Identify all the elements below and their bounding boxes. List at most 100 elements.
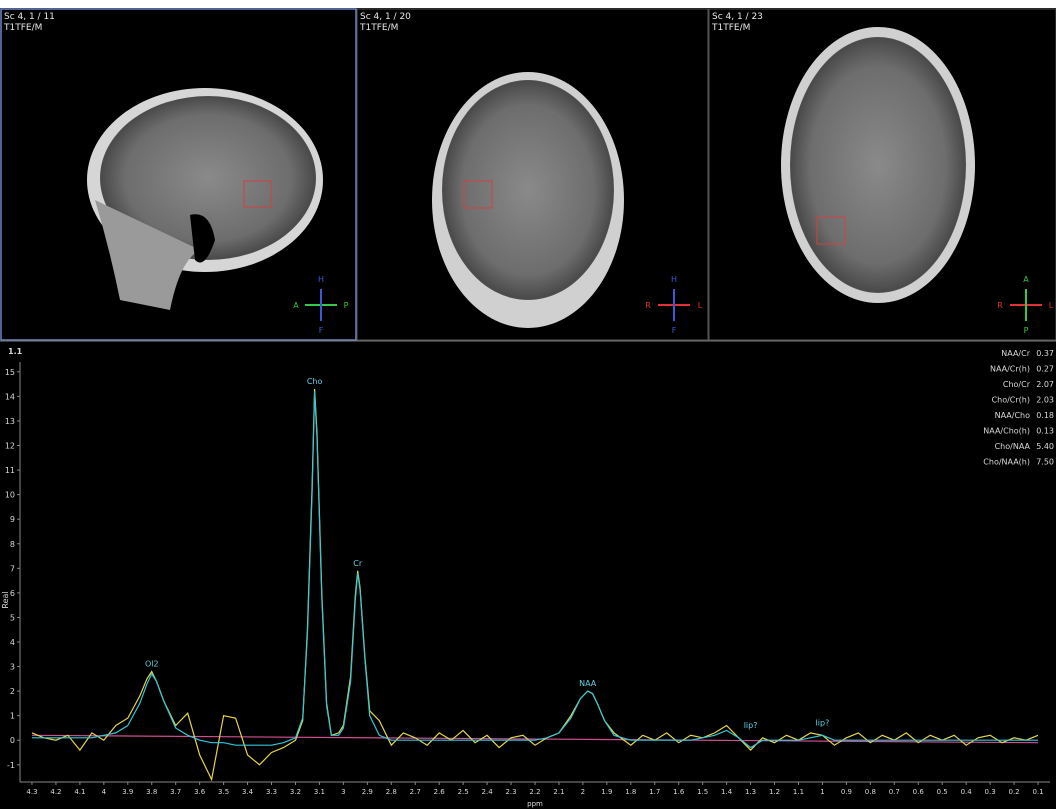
- x-tick-label: 3: [341, 788, 345, 796]
- peak-label: Cho: [307, 377, 323, 386]
- ratio-name: Cho/NAA: [995, 442, 1031, 451]
- y-tick-label: 13: [5, 417, 15, 426]
- x-tick-label: 4.1: [74, 788, 85, 796]
- ratio-value: 0.27: [1036, 365, 1054, 374]
- x-tick-label: 3.5: [218, 788, 229, 796]
- ratio-name: NAA/Cho: [995, 411, 1031, 420]
- x-tick-label: 3.7: [170, 788, 181, 796]
- x-axis-label: ppm: [527, 800, 543, 808]
- ratio-value: 0.37: [1036, 349, 1054, 358]
- x-tick-label: 1.6: [673, 788, 685, 796]
- sequence-label: T1TFE/M: [711, 23, 750, 33]
- y-tick-label: 10: [5, 491, 15, 500]
- sequence-label: T1TFE/M: [359, 23, 398, 33]
- x-tick-label: 0.2: [1008, 788, 1019, 796]
- y-tick-label: 14: [5, 392, 15, 401]
- top-strip: [0, 0, 1056, 8]
- y-tick-label: -1: [7, 761, 15, 770]
- ratio-value: 2.03: [1036, 396, 1054, 405]
- x-tick-label: 2.2: [529, 788, 540, 796]
- ratio-name: Cho/Cr: [1003, 380, 1031, 389]
- x-tick-label: 0.4: [961, 788, 973, 796]
- x-tick-label: 2.7: [410, 788, 421, 796]
- ratio-name: NAA/Cr: [1001, 349, 1030, 358]
- orient-label: P: [344, 301, 349, 310]
- corner-label: 1.1: [8, 347, 23, 356]
- x-tick-label: 3.6: [194, 788, 206, 796]
- viewer: Sc 4, 1 / 11 T1TFE/M H A P F Sc 4, 1 / 2…: [0, 0, 1056, 809]
- x-tick-label: 2.4: [482, 788, 494, 796]
- x-tick-label: 2.6: [434, 788, 446, 796]
- orient-label: F: [672, 326, 677, 335]
- x-tick-label: 4.2: [50, 788, 61, 796]
- y-tick-label: 3: [10, 663, 15, 672]
- x-tick-label: 4: [102, 788, 107, 796]
- y-tick-label: 7: [10, 564, 15, 573]
- y-tick-label: 0: [10, 736, 15, 745]
- ratio-value: 0.18: [1036, 411, 1054, 420]
- y-tick-label: 4: [10, 638, 15, 647]
- x-tick-label: 1.2: [769, 788, 780, 796]
- y-tick-label: 5: [10, 613, 15, 622]
- x-tick-label: 3.4: [242, 788, 254, 796]
- x-tick-label: 3.2: [290, 788, 301, 796]
- peak-label: NAA: [579, 679, 597, 688]
- ratio-value: 2.07: [1036, 380, 1054, 389]
- peak-label: Ol2: [145, 659, 159, 668]
- x-tick-label: 2.9: [362, 788, 373, 796]
- peak-label: lip?: [816, 718, 830, 727]
- peak-label: lip?: [744, 721, 758, 730]
- x-tick-label: 0.3: [985, 788, 996, 796]
- page: Sc 4, 1 / 11 T1TFE/M H A P F Sc 4, 1 / 2…: [0, 0, 1056, 809]
- series-label: Sc 4, 1 / 23: [712, 12, 763, 22]
- orient-label: H: [318, 275, 324, 284]
- ratio-value: 7.50: [1036, 458, 1054, 467]
- orient-label: R: [645, 301, 651, 310]
- orient-label: H: [671, 275, 677, 284]
- y-tick-label: 9: [10, 515, 15, 524]
- y-axis-label: Real: [1, 591, 10, 608]
- ratio-value: 0.13: [1036, 427, 1054, 436]
- x-tick-label: 0.7: [889, 788, 900, 796]
- x-tick-label: 3.9: [122, 788, 133, 796]
- x-tick-label: 3.8: [146, 788, 157, 796]
- x-tick-label: 4.3: [26, 788, 37, 796]
- y-tick-label: 12: [5, 442, 15, 451]
- orient-label: P: [1024, 326, 1029, 335]
- x-tick-label: 2.1: [553, 788, 564, 796]
- y-tick-label: 6: [10, 589, 15, 598]
- x-tick-label: 1.7: [649, 788, 660, 796]
- x-tick-label: 0.5: [937, 788, 948, 796]
- x-tick-label: 1: [820, 788, 824, 796]
- y-tick-label: 8: [10, 540, 15, 549]
- y-tick-label: 2: [10, 687, 15, 696]
- ratio-value: 5.40: [1036, 442, 1054, 451]
- x-tick-label: 1.4: [721, 788, 733, 796]
- orient-label: R: [997, 301, 1003, 310]
- y-tick-label: 1: [10, 712, 15, 721]
- x-tick-label: 1.9: [601, 788, 612, 796]
- x-tick-label: 0.8: [865, 788, 876, 796]
- viewport-coronal[interactable]: Sc 4, 1 / 20 T1TFE/M H R L F: [357, 9, 708, 340]
- ratio-name: Cho/NAA(h): [983, 458, 1030, 467]
- series-label: Sc 4, 1 / 20: [360, 12, 411, 22]
- orient-label: A: [1023, 275, 1029, 284]
- x-tick-label: 1.8: [625, 788, 636, 796]
- sequence-label: T1TFE/M: [3, 23, 42, 33]
- x-tick-label: 3.3: [266, 788, 277, 796]
- x-tick-label: 1.1: [793, 788, 804, 796]
- viewport-sagittal[interactable]: Sc 4, 1 / 11 T1TFE/M H A P F: [1, 9, 356, 340]
- x-tick-label: 0.9: [841, 788, 852, 796]
- orient-label: L: [1049, 301, 1054, 310]
- x-tick-label: 3.1: [314, 788, 325, 796]
- image-brain: [790, 37, 966, 293]
- x-tick-label: 2: [581, 788, 585, 796]
- series-label: Sc 4, 1 / 11: [4, 12, 55, 22]
- x-tick-label: 2.8: [386, 788, 397, 796]
- x-tick-label: 2.3: [505, 788, 516, 796]
- x-tick-label: 0.6: [913, 788, 925, 796]
- x-tick-label: 1.5: [697, 788, 708, 796]
- x-tick-label: 1.3: [745, 788, 756, 796]
- viewport-axial[interactable]: Sc 4, 1 / 23 T1TFE/M A R L P: [709, 9, 1056, 340]
- orient-label: F: [319, 326, 324, 335]
